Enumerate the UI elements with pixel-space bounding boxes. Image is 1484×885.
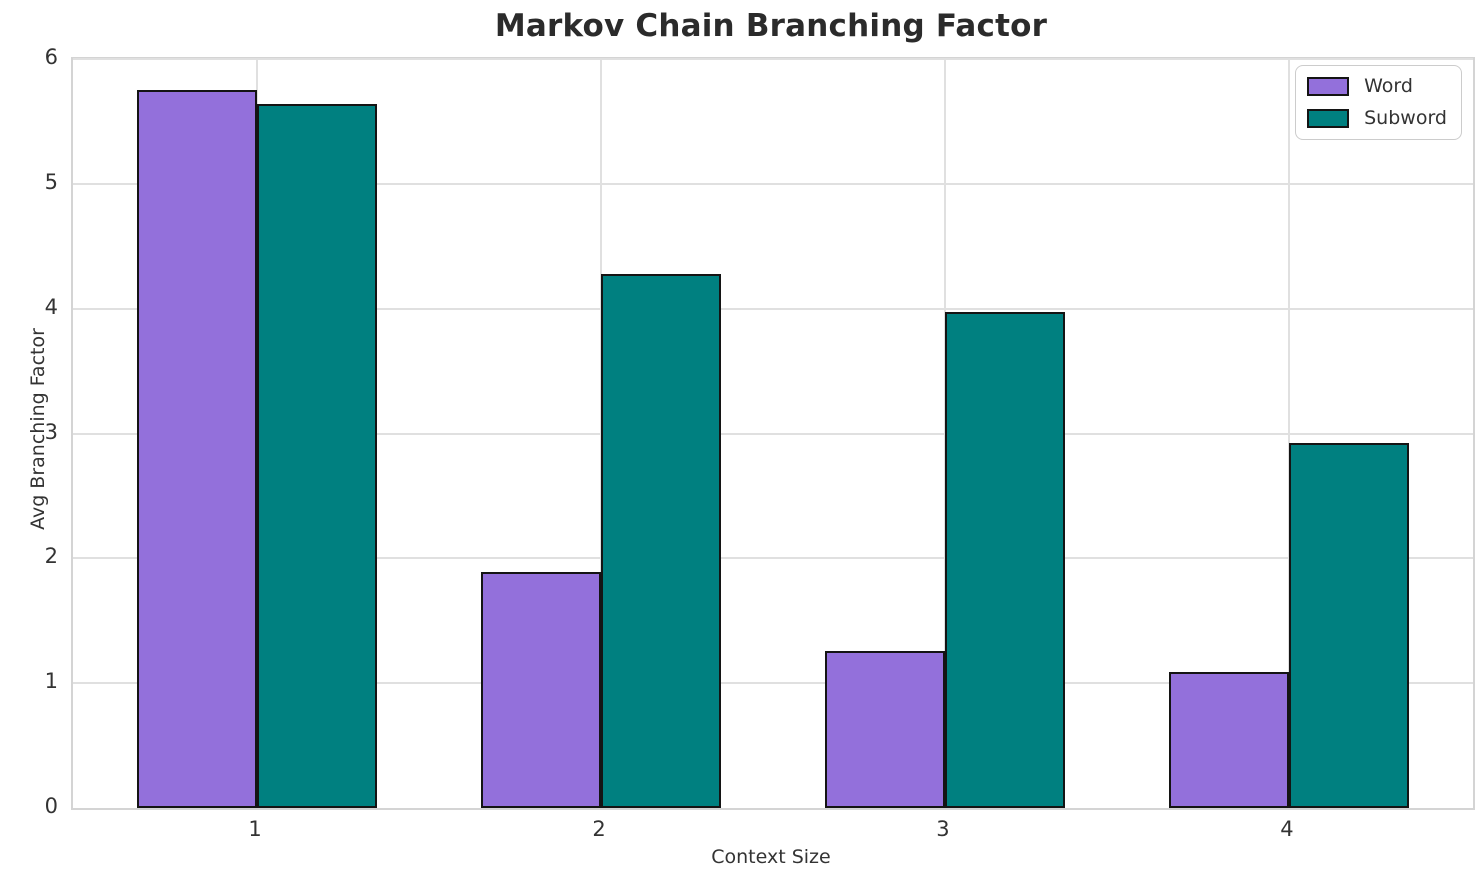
- y-tick-label-2: 2: [44, 544, 58, 569]
- gridline-y-5: [73, 182, 1473, 185]
- x-tick-label-1: 1: [248, 817, 262, 841]
- y-tick-label-5: 5: [44, 169, 58, 194]
- bar-subword-1: [257, 103, 378, 808]
- y-tick-label-1: 1: [44, 669, 58, 694]
- x-tick-label-3: 3: [936, 817, 950, 841]
- gridline-y-1: [73, 682, 1473, 685]
- word-legend-swatch: [1307, 77, 1350, 96]
- y-tick-label-3: 3: [44, 419, 58, 444]
- legend: Word Subword: [1295, 65, 1462, 140]
- bar-word-4: [1168, 671, 1289, 808]
- subword-legend-label: Subword: [1364, 107, 1447, 129]
- bar-subword-2: [601, 273, 722, 808]
- word-legend-label: Word: [1364, 75, 1413, 97]
- legend-item-subword: Subword: [1307, 107, 1447, 130]
- bar-word-3: [824, 650, 945, 808]
- x-tick-label-2: 2: [592, 817, 606, 841]
- gridline-y-3: [73, 432, 1473, 435]
- gridline-y-4: [73, 307, 1473, 310]
- bar-word-1: [136, 90, 258, 808]
- plot-area: Word Subword: [71, 57, 1475, 810]
- gridline-x-4: [1287, 59, 1290, 808]
- gridline-y-2: [73, 557, 1473, 560]
- bar-word-2: [480, 572, 601, 808]
- y-tick-label-4: 4: [44, 294, 58, 319]
- subword-legend-swatch: [1307, 109, 1350, 128]
- legend-item-word: Word: [1307, 75, 1447, 98]
- chart-title: Markov Chain Branching Factor: [494, 8, 1048, 44]
- x-tick-label-4: 4: [1280, 817, 1294, 841]
- y-tick-label-6: 6: [44, 45, 58, 69]
- x-axis-label: Context Size: [711, 846, 831, 868]
- bar-subword-3: [944, 312, 1066, 808]
- bar-subword-4: [1288, 443, 1410, 808]
- gridline-y-6: [73, 58, 1473, 60]
- y-tick-label-0: 0: [44, 794, 58, 818]
